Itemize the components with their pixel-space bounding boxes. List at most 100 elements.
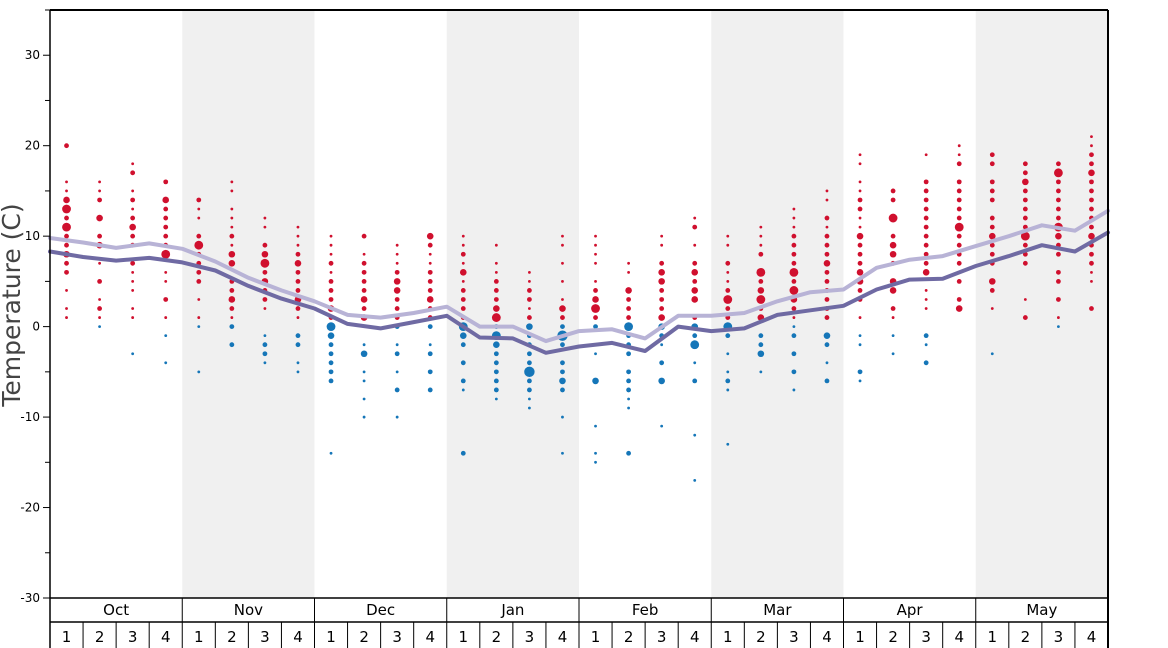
temperature-point [64, 269, 69, 275]
temperature-point [428, 261, 432, 265]
week-label: 4 [690, 628, 700, 646]
week-label: 4 [425, 628, 435, 646]
temperature-point [891, 316, 895, 319]
temperature-point [328, 378, 334, 384]
temperature-point [825, 225, 829, 229]
temperature-point [62, 222, 71, 232]
temperature-point [527, 387, 532, 393]
temperature-point [725, 378, 731, 384]
temperature-point [362, 252, 366, 256]
temperature-point [791, 333, 797, 339]
week-label: 2 [888, 628, 898, 646]
temperature-point [924, 153, 928, 157]
temperature-point [758, 278, 764, 284]
temperature-point [989, 179, 995, 185]
temperature-point [361, 288, 367, 293]
temperature-point [858, 343, 862, 347]
temperature-point [989, 188, 995, 194]
temperature-point [990, 352, 994, 356]
temperature-point [824, 297, 830, 302]
month-label: Apr [897, 601, 924, 619]
temperature-point [825, 361, 829, 365]
temperature-point [262, 242, 268, 248]
temperature-point [625, 287, 632, 294]
week-label: 3 [921, 628, 931, 646]
temperature-point [1089, 251, 1094, 257]
temperature-point [395, 261, 399, 265]
temperature-point [792, 325, 796, 329]
week-label: 4 [293, 628, 303, 646]
temperature-point [362, 343, 366, 347]
week-label: 2 [624, 628, 634, 646]
temperature-point [295, 342, 301, 348]
temperature-point [725, 306, 731, 311]
temperature-point [295, 278, 301, 284]
temperature-point [857, 369, 863, 375]
temperature-point [1089, 161, 1094, 167]
temperature-point [956, 260, 962, 266]
temperature-point [988, 278, 996, 285]
temperature-point [295, 251, 301, 257]
temperature-point [890, 188, 896, 194]
temperature-point [98, 180, 101, 184]
temperature-point [527, 297, 532, 302]
temperature-point [229, 233, 235, 239]
temperature-point [361, 233, 367, 239]
temperature-point [494, 270, 498, 274]
temperature-point [923, 215, 929, 221]
temperature-point [528, 406, 531, 410]
week-label: 3 [260, 628, 270, 646]
temperature-point [131, 189, 135, 193]
temperature-point [328, 342, 334, 348]
temperature-point [98, 189, 101, 193]
y-tick-label: 0 [32, 320, 40, 334]
temperature-point [692, 378, 698, 384]
temperature-point [360, 296, 368, 303]
temperature-point [527, 315, 532, 320]
temperature-point [1057, 325, 1060, 329]
temperature-point [594, 424, 597, 428]
temperature-point [890, 306, 896, 311]
temperature-point [758, 251, 764, 257]
temperature-point [1089, 188, 1094, 194]
temperature-point [64, 242, 69, 248]
temperature-point [1056, 179, 1061, 185]
temperature-point [393, 278, 401, 285]
temperature-point [659, 306, 665, 311]
temperature-point [957, 153, 961, 157]
temperature-point [494, 261, 498, 265]
temperature-point [593, 288, 598, 293]
temperature-point [726, 234, 730, 238]
temperature-point [956, 297, 962, 302]
week-label: 2 [95, 628, 105, 646]
temperature-point [131, 307, 135, 310]
temperature-point [924, 289, 928, 292]
temperature-point [824, 251, 830, 257]
temperature-point [1056, 206, 1061, 212]
temperature-point [263, 334, 267, 338]
temperature-point [296, 361, 300, 365]
temperature-point [394, 387, 400, 393]
temperature-point [889, 250, 897, 258]
temperature-point [329, 252, 333, 256]
temperature-point [858, 180, 862, 184]
temperature-point [660, 234, 664, 238]
temperature-point [131, 207, 135, 211]
temperature-point [956, 206, 962, 212]
week-label: 1 [62, 628, 72, 646]
temperature-point [626, 369, 631, 375]
temperature-point [163, 215, 169, 221]
temperature-point [957, 144, 961, 148]
temperature-point [528, 270, 531, 274]
temperature-point [658, 314, 665, 321]
temperature-point [593, 315, 598, 320]
temperature-point [65, 289, 68, 292]
temperature-point [626, 315, 631, 320]
temperature-point [527, 378, 532, 384]
temperature-point [461, 261, 465, 265]
temperature-point [757, 287, 765, 294]
temperature-point [460, 378, 466, 384]
temperature-point [491, 313, 501, 322]
temperature-point [956, 161, 962, 167]
temperature-point [328, 360, 334, 366]
